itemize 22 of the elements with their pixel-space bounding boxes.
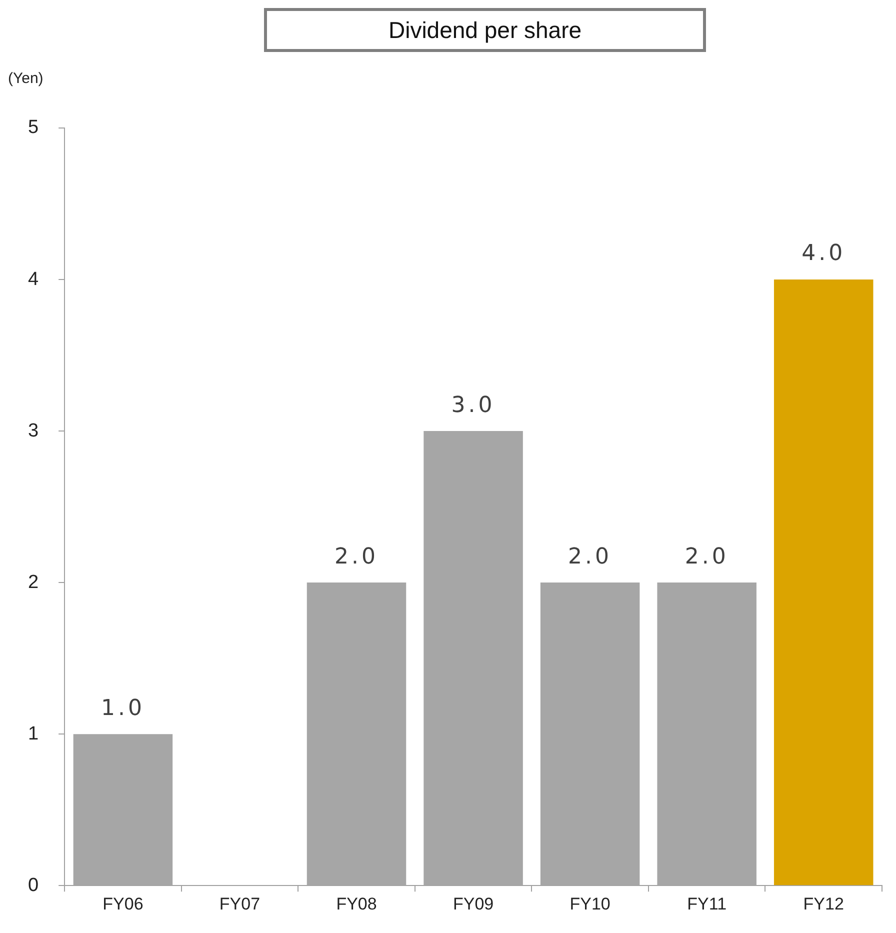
data-label: 2.0 <box>684 544 729 570</box>
y-tick-label: 2 <box>28 572 39 593</box>
x-tick-label: FY12 <box>803 894 844 914</box>
data-label: 1.0 <box>100 696 145 721</box>
data-label: 3.0 <box>451 392 496 418</box>
data-label: 2.0 <box>568 544 612 570</box>
x-tick-label: FY08 <box>336 894 377 914</box>
x-tick-label: FY10 <box>570 894 610 914</box>
y-axis-title: (Yen) <box>8 70 44 87</box>
x-tick-label: FY07 <box>219 894 260 914</box>
y-tick-label: 3 <box>28 420 39 442</box>
y-tick-label: 4 <box>28 268 39 290</box>
chart-title: Dividend per share <box>264 8 706 52</box>
x-tick-label: FY06 <box>102 894 144 914</box>
x-tick-label: FY11 <box>687 894 727 914</box>
data-label: 4.0 <box>802 241 846 266</box>
y-tick-label: 1 <box>28 723 39 744</box>
y-tick-label: 0 <box>28 874 39 896</box>
y-tick-label: 5 <box>28 117 39 138</box>
data-label: 2.0 <box>334 544 379 570</box>
x-tick-label: FY09 <box>452 894 494 914</box>
bar <box>774 280 874 886</box>
